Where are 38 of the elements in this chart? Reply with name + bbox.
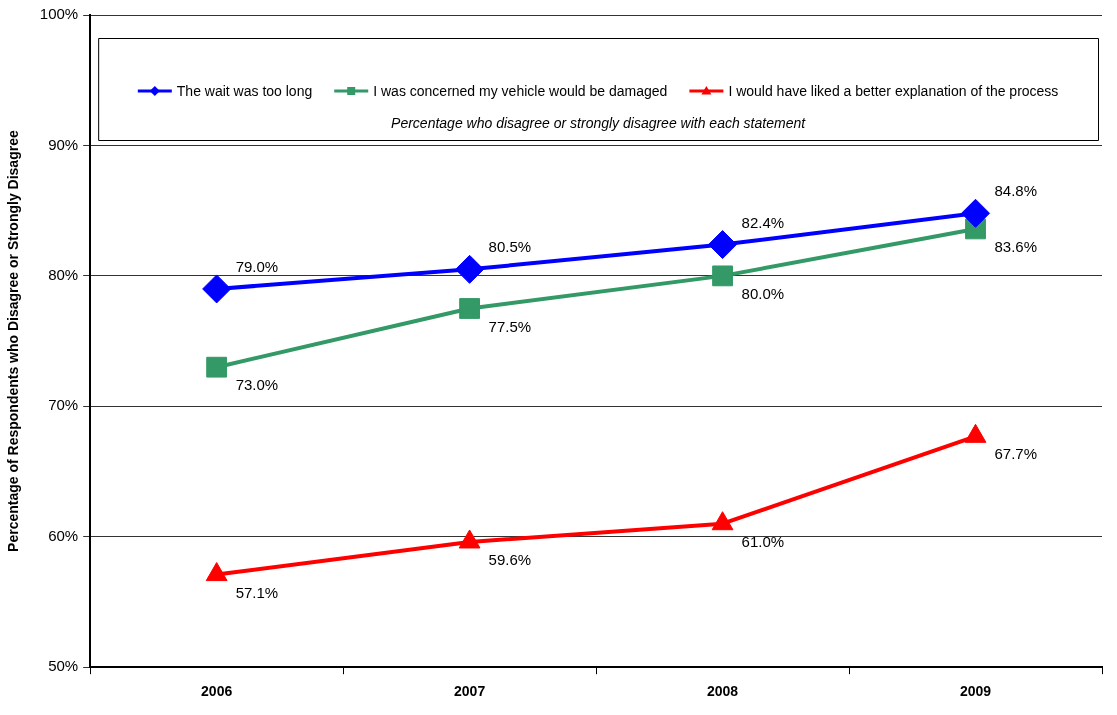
data-label: 67.7% bbox=[994, 445, 1038, 463]
point bbox=[708, 230, 738, 260]
data-label: 61.0% bbox=[741, 532, 785, 550]
data-label: 73.0% bbox=[235, 376, 279, 394]
data-label: 79.0% bbox=[235, 258, 279, 276]
point bbox=[205, 562, 228, 582]
legend-label: The wait was too long bbox=[176, 82, 313, 99]
point bbox=[458, 529, 481, 549]
point bbox=[964, 423, 987, 443]
data-label: 59.6% bbox=[488, 551, 532, 569]
y-tick-label: 70% bbox=[48, 396, 79, 414]
data-label: 84.8% bbox=[994, 182, 1038, 200]
point bbox=[206, 356, 228, 378]
point bbox=[459, 298, 480, 319]
data-label: 80.5% bbox=[488, 238, 532, 256]
point bbox=[202, 274, 232, 304]
data-label: 77.5% bbox=[488, 317, 532, 335]
x-tick-label: 2008 bbox=[706, 683, 739, 700]
y-tick-label: 60% bbox=[48, 526, 79, 544]
point bbox=[711, 511, 734, 531]
y-tick-label: 100% bbox=[39, 5, 79, 23]
x-tick-label: 2006 bbox=[201, 683, 233, 700]
data-label: 83.6% bbox=[994, 238, 1038, 256]
annotation: Percentage who disagree or strongly disagree with each statement bbox=[391, 114, 807, 131]
legend-label: I was concerned my vehicle would be damaged bbox=[373, 82, 668, 99]
data-label: 80.0% bbox=[741, 285, 785, 303]
y-axis-title: Percentage of Respondents who Disagree or Strongly Disagree bbox=[5, 130, 22, 552]
point bbox=[712, 265, 733, 287]
data-label: 82.4% bbox=[741, 213, 785, 231]
x-tick-label: 2009 bbox=[959, 683, 992, 700]
x-tick-label: 2007 bbox=[454, 683, 486, 700]
data-label: 57.1% bbox=[235, 583, 279, 601]
y-tick-label: 90% bbox=[48, 135, 79, 153]
legend-label: I would have liked a better explanation of the process bbox=[728, 82, 1059, 99]
point bbox=[961, 198, 991, 228]
point bbox=[455, 254, 485, 284]
y-tick-label: 80% bbox=[48, 266, 79, 284]
y-tick-label: 50% bbox=[48, 657, 79, 675]
